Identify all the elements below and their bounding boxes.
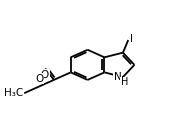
Text: O: O	[41, 70, 49, 80]
Text: O: O	[35, 74, 43, 84]
Text: N: N	[114, 72, 122, 82]
Text: H₃C: H₃C	[4, 88, 23, 98]
Text: H: H	[121, 77, 128, 87]
Text: I: I	[130, 34, 133, 44]
